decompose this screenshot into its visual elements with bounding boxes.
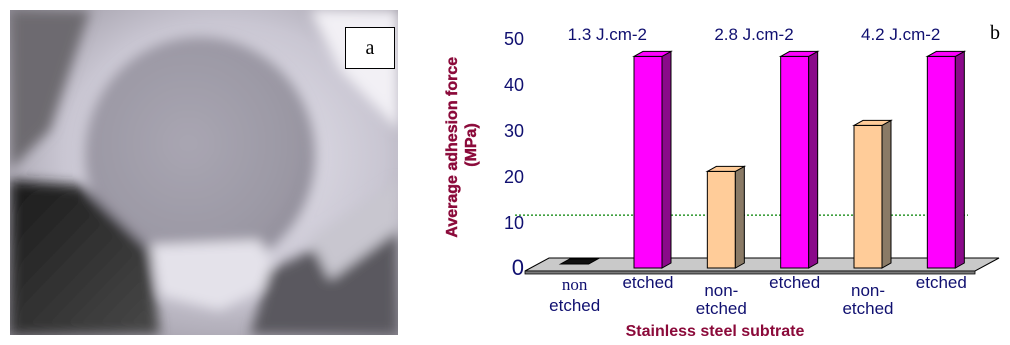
bar-front-4: [780, 55, 810, 269]
x-tick-label-6-1: etched: [916, 273, 967, 292]
panel-b-label: b: [990, 22, 1000, 44]
x-tick-label-1-2: etched: [549, 296, 600, 315]
group-label-2: 2.8 J.cm-2: [714, 25, 793, 44]
chart-floor-edge: [524, 270, 976, 275]
bar-top-4: [778, 50, 820, 57]
bar-1: [558, 258, 600, 265]
bars-group: [558, 50, 967, 269]
bar-front-5: [853, 124, 883, 269]
x-tick-label-4-1: etched: [769, 273, 820, 292]
bar-top-2: [632, 50, 673, 57]
x-tick-label-5-2: etched: [842, 299, 893, 318]
x-tick-label-5-1: non-: [851, 281, 885, 300]
bar-side-2: [661, 50, 672, 269]
y-tick-label-40: 40: [504, 75, 524, 95]
x-tick-label-3-2: etched: [696, 299, 747, 318]
y-axis-ticks: 0 10 20 30 40 50: [504, 29, 524, 280]
bar-2: [632, 50, 673, 269]
bar-3: [705, 165, 747, 269]
group-label-3: 4.2 J.cm-2: [861, 25, 940, 44]
y-axis-title-line2: (MPa): [463, 123, 480, 167]
group-label-1: 1.3 J.cm-2: [568, 25, 647, 44]
x-tick-label-2-1: etched: [622, 273, 673, 292]
x-axis-title: Stainless steel subtrate: [626, 323, 805, 340]
bar-side-4: [808, 50, 819, 269]
y-tick-label-0: 0: [512, 255, 524, 280]
y-tick-label-30: 30: [504, 121, 524, 141]
bar-4: [778, 50, 820, 269]
bar-front-6: [926, 55, 956, 269]
y-tick-label-50: 50: [504, 29, 524, 49]
bar-6: [925, 50, 967, 269]
bar-top-5: [852, 119, 893, 126]
bar-side-3: [734, 165, 745, 269]
bar-top-6: [925, 50, 967, 57]
bar-front-3: [706, 170, 736, 269]
x-tick-label-3-1: non-: [704, 281, 738, 300]
y-axis-title: Average adhesion force (MPa): [444, 52, 480, 237]
bar-front-2: [633, 55, 663, 269]
bar-flat-1: [558, 258, 600, 265]
bar-5: [852, 119, 893, 269]
microscope-photo: [10, 10, 398, 335]
y-axis-title-line1: Average adhesion force: [444, 57, 461, 238]
panel-a-label: a: [345, 27, 395, 69]
y-tick-label-20: 20: [504, 167, 524, 187]
bar-top-3: [705, 165, 747, 172]
y-tick-label-10: 10: [504, 213, 524, 233]
bar-side-6: [954, 50, 965, 269]
group-labels: 1.3 J.cm-2 2.8 J.cm-2 4.2 J.cm-2: [568, 25, 941, 44]
bar-side-5: [881, 119, 892, 269]
x-tick-label-1-1: non: [562, 275, 588, 294]
